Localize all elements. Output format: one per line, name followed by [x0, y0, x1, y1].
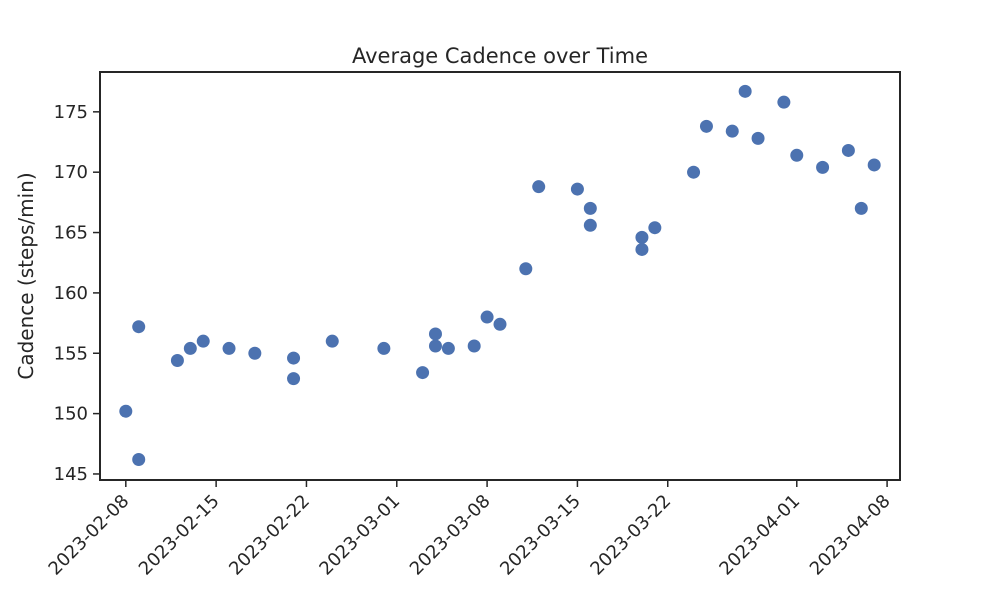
x-axis: 2023-02-08 2023-02-15 2023-02-22 2023-03-01… — [45, 480, 895, 580]
data-point — [287, 372, 301, 386]
data-point — [699, 119, 713, 133]
data-points — [119, 84, 881, 466]
data-point — [493, 317, 507, 331]
x-tick-label: 2023-03-15 — [496, 491, 585, 580]
y-tick-label: 150 — [54, 404, 88, 425]
plot-frame — [99, 71, 901, 481]
data-point — [467, 339, 481, 353]
data-point — [854, 201, 868, 215]
data-point — [416, 366, 430, 380]
x-tick-label: 2023-04-08 — [806, 491, 895, 580]
data-point — [570, 182, 584, 196]
data-point — [841, 143, 855, 157]
data-point — [816, 160, 830, 174]
data-point — [132, 320, 146, 334]
data-point — [441, 341, 455, 355]
data-point — [635, 242, 649, 256]
y-axis: 145 150 155 160 165 170 175 — [54, 102, 100, 485]
y-tick-label: 170 — [54, 162, 88, 183]
x-tick-label: 2023-02-15 — [135, 491, 224, 580]
x-tick-label: 2023-03-01 — [315, 491, 404, 580]
data-point — [532, 180, 546, 194]
y-axis-title: Cadence (steps/min) — [14, 172, 38, 379]
data-point — [132, 452, 146, 466]
x-tick-label: 2023-02-22 — [225, 491, 314, 580]
y-tick-label: 145 — [54, 464, 88, 485]
data-point — [428, 327, 442, 341]
x-tick-label: 2023-04-01 — [715, 491, 804, 580]
y-tick-label: 155 — [54, 343, 88, 364]
x-tick-label: 2023-03-22 — [586, 491, 675, 580]
data-point — [635, 230, 649, 244]
data-point — [428, 339, 442, 353]
data-point — [248, 346, 262, 360]
data-point — [287, 351, 301, 365]
data-point — [119, 404, 133, 418]
data-point — [170, 353, 184, 367]
data-point — [583, 218, 597, 232]
data-point — [480, 310, 494, 324]
data-point — [751, 131, 765, 145]
y-tick-label: 175 — [54, 102, 88, 123]
chart-title: Average Cadence over Time — [352, 44, 648, 68]
data-point — [583, 201, 597, 215]
data-point — [196, 334, 210, 348]
data-point — [519, 262, 533, 276]
data-point — [687, 165, 701, 179]
data-point — [222, 341, 236, 355]
x-tick-label: 2023-02-08 — [45, 491, 134, 580]
data-point — [725, 124, 739, 138]
data-point — [648, 221, 662, 235]
data-point — [738, 84, 752, 98]
data-point — [777, 95, 791, 109]
data-point — [325, 334, 339, 348]
data-point — [867, 158, 881, 172]
y-tick-label: 160 — [54, 283, 88, 304]
data-point — [377, 341, 391, 355]
y-tick-label: 165 — [54, 223, 88, 244]
x-tick-label: 2023-03-08 — [406, 491, 495, 580]
data-point — [790, 148, 804, 162]
data-point — [183, 341, 197, 355]
